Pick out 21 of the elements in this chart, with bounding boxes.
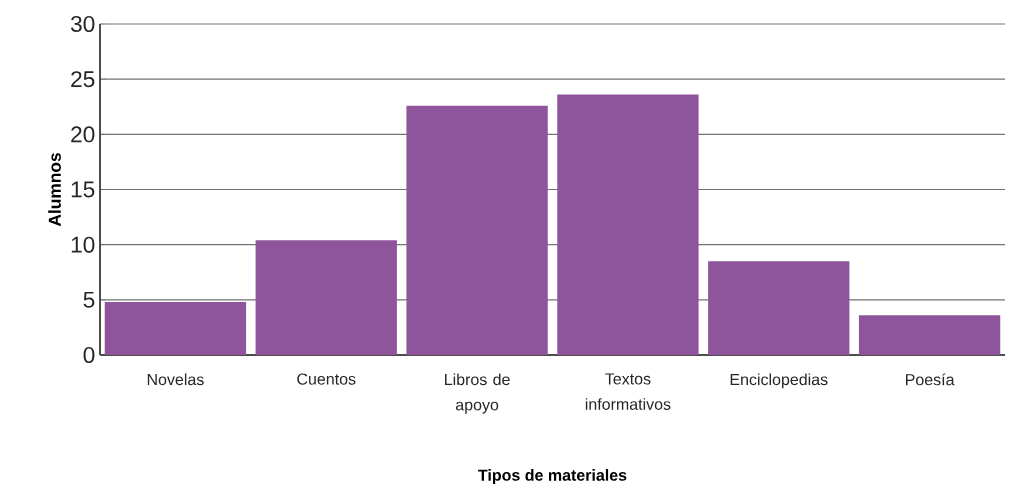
y-tick-label: 25 [71,71,95,88]
bar [858,315,1001,355]
x-axis-title: Tipos de materiales [478,469,627,484]
y-axis-title: Alumnos [48,153,61,227]
x-tick-label: Poesía [906,373,955,386]
x-tick-label: Cuentos [297,373,356,385]
bar [104,302,247,355]
x-tick-label: Libros de apoyo [445,373,510,414]
bar [557,94,699,355]
bar [255,240,397,355]
bar [708,261,850,355]
x-tick-label: Textos informativos [585,373,671,410]
y-tick-label: 0 [83,346,95,364]
y-tick-label: 30 [70,15,95,33]
y-tick-label: 15 [71,181,95,198]
x-tick-label: Novelas [147,373,204,386]
bar [406,105,548,355]
y-tick-label: 10 [71,236,95,253]
y-tick-label: 5 [83,291,95,308]
y-tick-label: 20 [71,126,95,143]
x-tick-label: Enciclopedias [730,373,828,389]
